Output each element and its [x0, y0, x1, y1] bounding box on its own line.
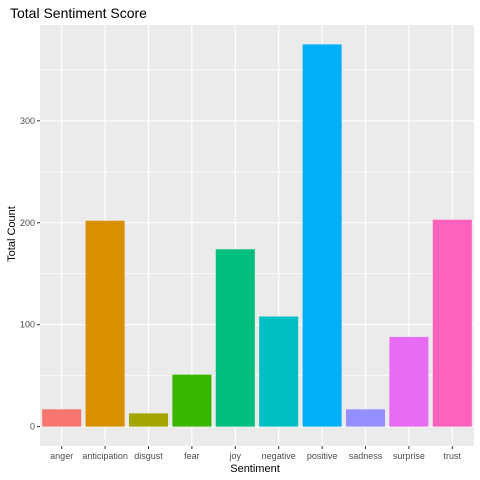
x-tick-label: surprise — [393, 451, 425, 461]
x-tick-label: disgust — [134, 451, 163, 461]
bar-fear — [172, 374, 212, 427]
x-axis-ticks: anger anticipation disgust fear joy negative p… — [50, 446, 462, 461]
x-tick-label: positive — [307, 451, 338, 461]
bar-trust — [432, 219, 472, 427]
bar-negative — [259, 316, 299, 427]
y-tick-label: 0 — [30, 422, 35, 432]
bar-anticipation — [85, 220, 125, 427]
x-tick-label: anger — [50, 451, 73, 461]
y-axis-ticks: 0 100 200 300 — [20, 116, 40, 432]
y-tick-label: 300 — [20, 116, 35, 126]
x-tick-label: anticipation — [82, 451, 128, 461]
x-tick-label: joy — [229, 451, 242, 461]
bar-positive — [302, 44, 342, 427]
x-axis-title: Sentiment — [230, 463, 280, 475]
y-axis-title: Total Count — [6, 206, 18, 262]
bar-anger — [42, 409, 82, 427]
x-tick-label: sadness — [349, 451, 383, 461]
y-tick-label: 200 — [20, 218, 35, 228]
bar-surprise — [389, 336, 429, 427]
x-tick-label: negative — [262, 451, 296, 461]
x-tick-label: trust — [444, 451, 462, 461]
bars — [42, 44, 472, 427]
bar-sadness — [345, 409, 386, 427]
bar-disgust — [128, 413, 169, 427]
chart-title: Total Sentiment Score — [10, 5, 147, 21]
bar-joy — [215, 249, 255, 427]
x-tick-label: fear — [184, 451, 200, 461]
y-tick-label: 100 — [20, 320, 35, 330]
